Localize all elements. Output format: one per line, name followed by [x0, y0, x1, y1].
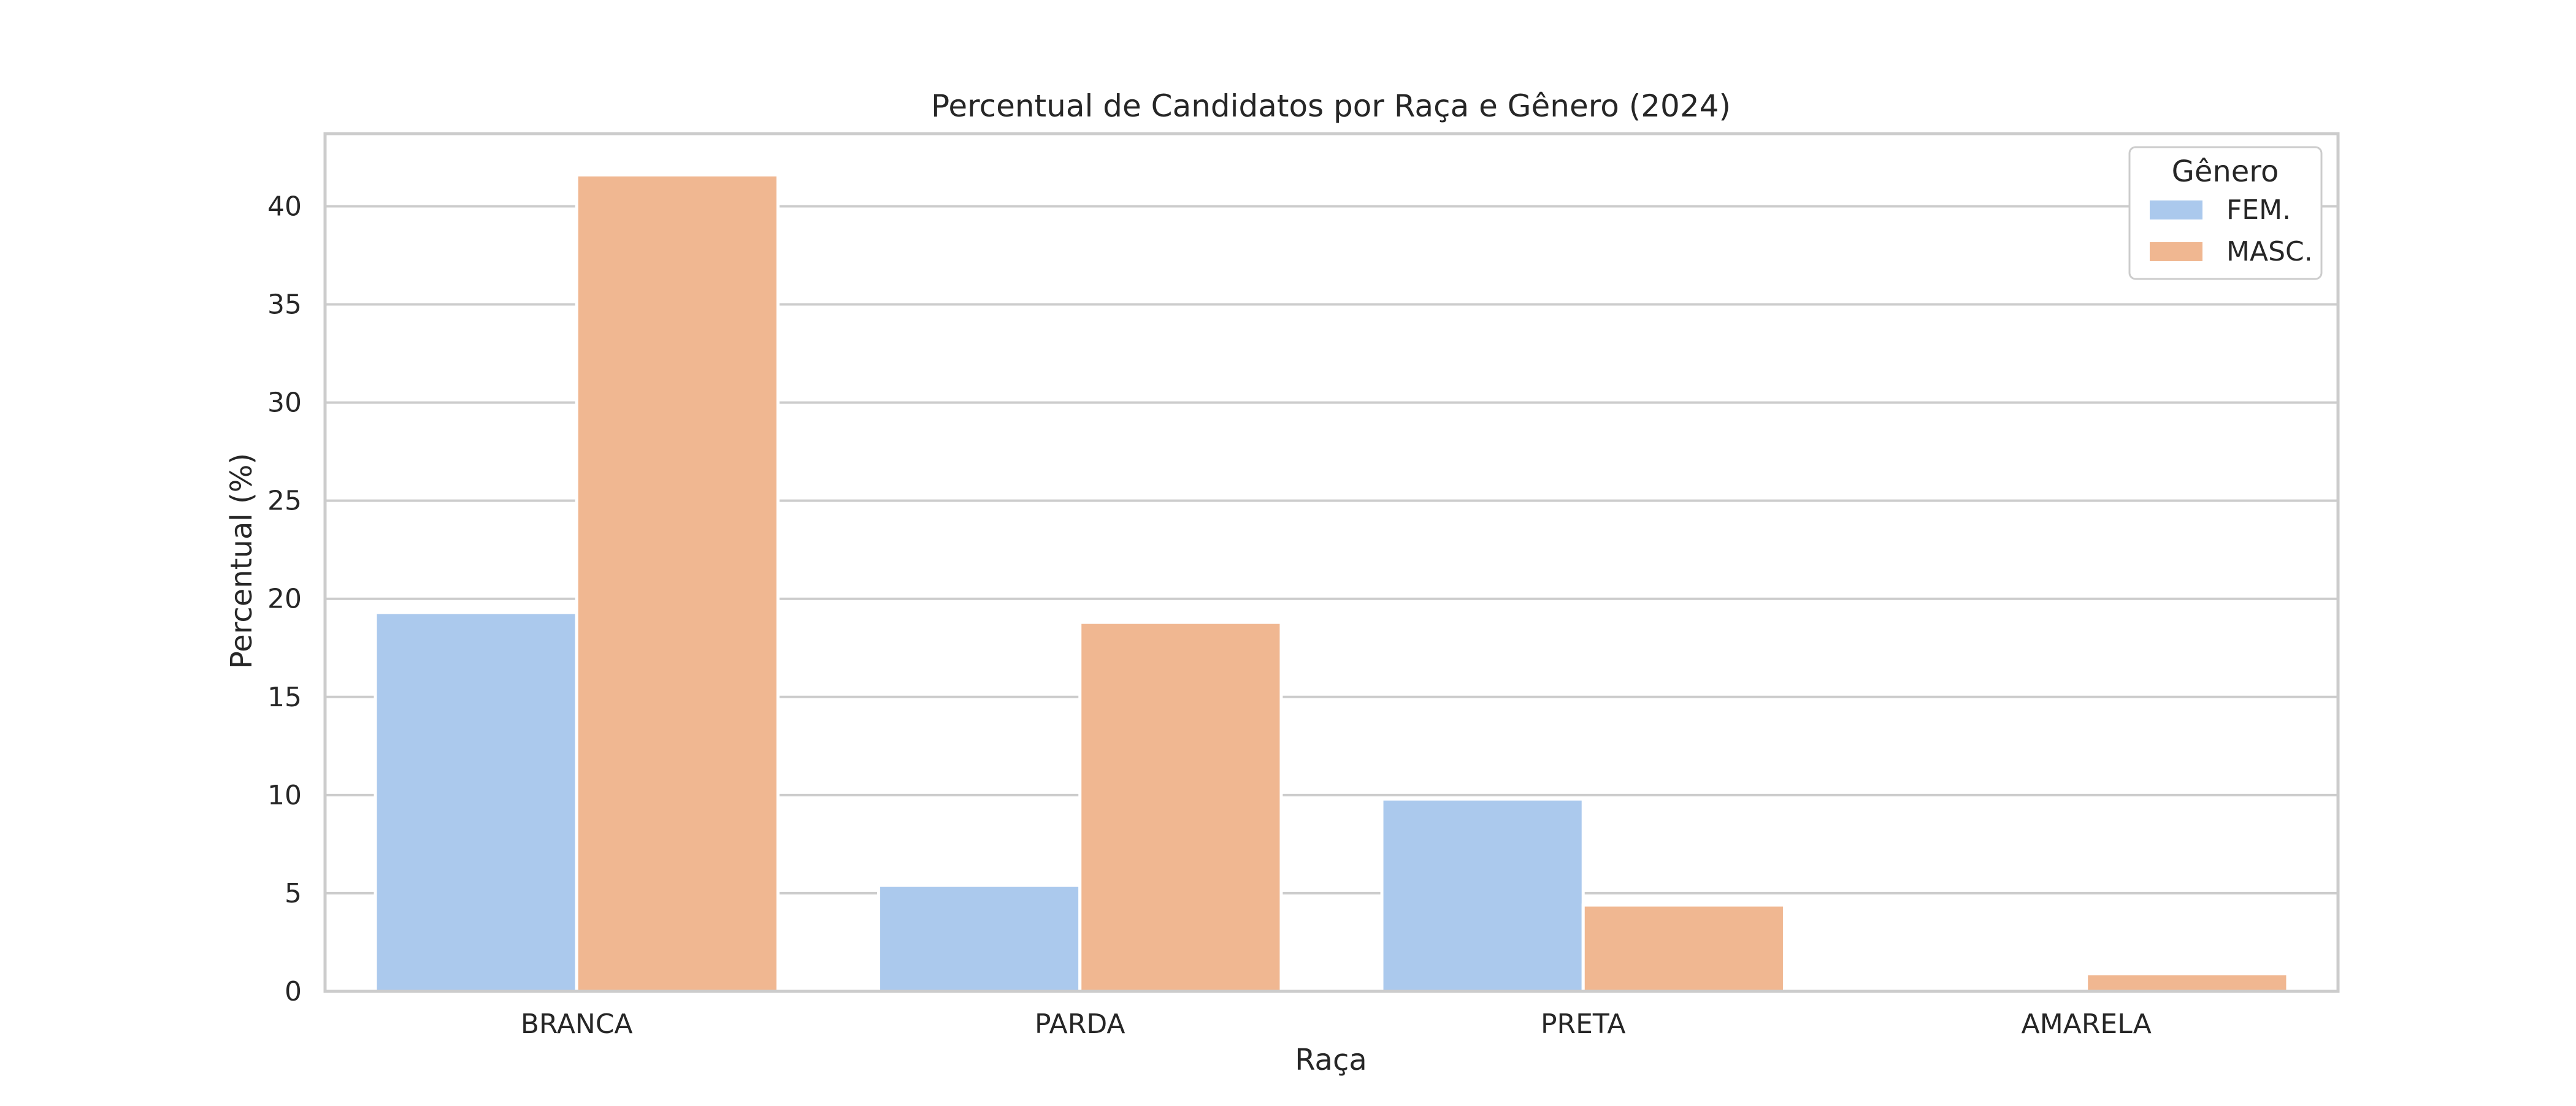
- legend-title: Gênero: [2172, 154, 2279, 189]
- y-tick-label: 15: [267, 682, 302, 713]
- bar-masc-preta: [1581, 903, 1786, 993]
- y-tick-label: 5: [285, 878, 302, 909]
- bars-layer: [374, 173, 2290, 993]
- y-tick-label: 10: [267, 780, 302, 811]
- y-tick-label: 0: [285, 976, 302, 1007]
- y-axis-label: Percentual (%): [224, 453, 259, 669]
- legend-label: MASC.: [2226, 236, 2313, 267]
- x-tick-label: PARDA: [1035, 1009, 1125, 1040]
- x-tick-label: AMARELA: [2022, 1009, 2152, 1040]
- x-tick-label: BRANCA: [521, 1009, 633, 1040]
- y-tick-labels: 0 5 10 15 20 25 30 35 40: [267, 191, 302, 1007]
- bar-masc-parda: [1078, 620, 1283, 993]
- legend: Gênero FEM. MASC.: [2128, 146, 2323, 280]
- y-tick-label: 35: [267, 289, 302, 321]
- x-tick-label: PRETA: [1541, 1009, 1625, 1040]
- y-tick-label: 25: [267, 486, 302, 517]
- legend-label: FEM.: [2226, 194, 2291, 226]
- y-tick-label: 40: [267, 191, 302, 222]
- bar-masc-amarela: [2085, 972, 2290, 993]
- bar-fem-parda: [877, 883, 1082, 993]
- y-tick-label: 20: [267, 584, 302, 615]
- bar-fem-branca: [374, 611, 578, 993]
- y-tick-label: 30: [267, 387, 302, 419]
- bar-fem-preta: [1380, 797, 1585, 993]
- chart-title: Percentual de Candidatos por Raça e Gêne…: [931, 88, 1731, 124]
- legend-swatch: [2150, 242, 2202, 261]
- legend-items: FEM. MASC.: [2150, 194, 2313, 267]
- x-tick-labels: BRANCA PARDA PRETA AMARELA: [521, 1009, 2152, 1040]
- legend-swatch: [2150, 200, 2202, 219]
- plot-frame: [323, 132, 2340, 993]
- bar-masc-branca: [575, 173, 780, 993]
- x-axis-label: Raça: [1295, 1043, 1367, 1077]
